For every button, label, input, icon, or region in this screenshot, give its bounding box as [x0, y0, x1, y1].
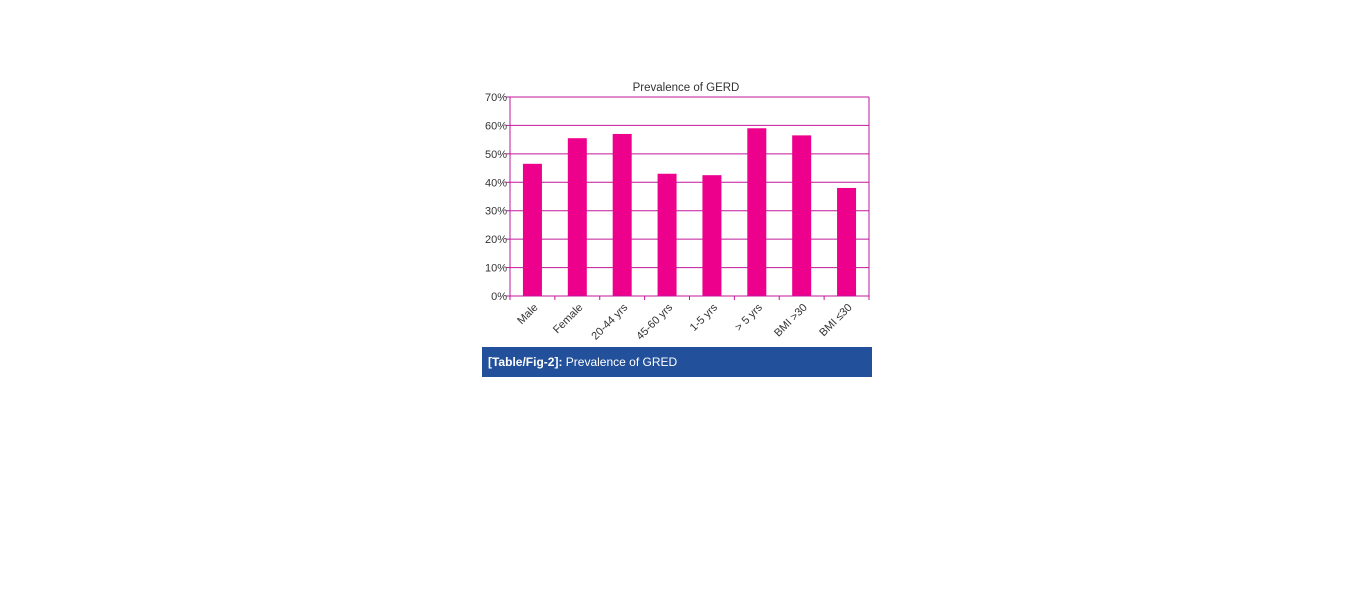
- bar-chart: Prevalence of GERD 0% 10% 20% 30% 40% 50% 60% 7…: [485, 82, 870, 343]
- bar: [657, 173, 677, 296]
- caption-label: [Table/Fig-2]:: [488, 355, 563, 369]
- y-tick-label: 10%: [485, 263, 507, 275]
- bar: [837, 187, 857, 296]
- bar: [747, 128, 767, 296]
- x-tick-label: 1-5 yrs: [688, 301, 721, 334]
- bar: [567, 138, 587, 296]
- chart-title: Prevalence of GERD: [633, 82, 740, 94]
- figure: Prevalence of GERD 0% 10% 20% 30% 40% 50% 60% 7…: [482, 76, 872, 377]
- bar: [612, 133, 632, 296]
- x-tick-labels: Male Female 20-44 yrs 45-60 yrs 1-5 yrs > 5 y…: [515, 301, 854, 342]
- y-tick-label: 70%: [485, 92, 507, 104]
- x-tick-label: > 5 yrs: [733, 301, 765, 333]
- bar: [702, 175, 722, 296]
- y-tick-label: 20%: [485, 234, 507, 246]
- axes: [506, 96, 870, 300]
- x-tick-label: 20-44 yrs: [589, 301, 630, 342]
- x-tick-label: Female: [551, 302, 585, 336]
- y-tick-labels: 0% 10% 20% 30% 40% 50% 60% 70%: [485, 92, 507, 303]
- y-tick-label: 50%: [485, 149, 507, 161]
- x-tick-label: BMI >30: [772, 302, 810, 340]
- caption-text: Prevalence of GRED: [562, 355, 678, 369]
- bar: [792, 135, 812, 296]
- bars: [522, 128, 857, 296]
- x-tick-label: BMI ≤30: [817, 302, 854, 339]
- x-tick-label: 45-60 yrs: [634, 301, 675, 342]
- bar: [522, 163, 542, 296]
- x-tick-label: Male: [515, 302, 540, 327]
- y-tick-label: 40%: [485, 177, 507, 189]
- y-tick-label: 60%: [485, 120, 507, 132]
- y-tick-label: 0%: [491, 291, 507, 303]
- y-tick-label: 30%: [485, 206, 507, 218]
- gridlines: [510, 96, 869, 269]
- figure-caption: [Table/Fig-2]: Prevalence of GRED: [482, 347, 872, 377]
